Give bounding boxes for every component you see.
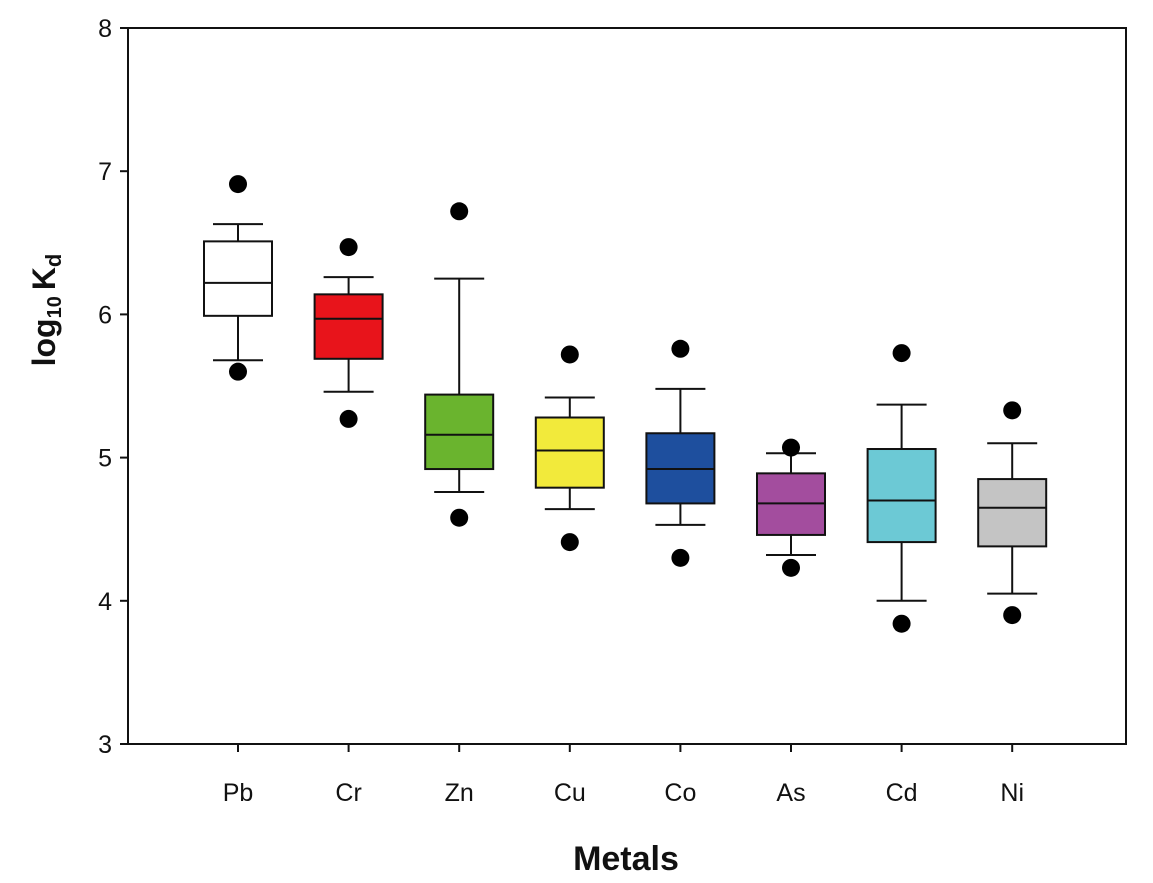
outlier-point xyxy=(671,548,690,567)
outlier-point xyxy=(892,344,911,363)
y-axis-title-log: log xyxy=(26,318,62,366)
x-tick-label: Co xyxy=(664,779,696,807)
y-axis-title-10: 10 xyxy=(44,296,66,318)
y-axis-title-k: K xyxy=(26,267,62,290)
iqr-box xyxy=(866,448,937,544)
y-tick-label: 4 xyxy=(98,588,112,616)
iqr-box xyxy=(424,393,495,471)
y-axis: 3 4 5 6 7 8 xyxy=(98,15,128,759)
iqr-box xyxy=(313,293,384,360)
outlier-point xyxy=(339,238,358,257)
outlier-point xyxy=(450,508,469,527)
outlier-point xyxy=(892,614,911,633)
box-cd xyxy=(866,344,937,633)
x-axis: Pb Cr Zn Cu Co As Cd Ni xyxy=(223,744,1024,807)
iqr-box xyxy=(203,240,273,317)
box-cr xyxy=(313,238,384,428)
x-tick-label: Cu xyxy=(554,779,586,807)
outlier-point xyxy=(782,558,800,577)
iqr-box xyxy=(977,478,1048,548)
outlier-point xyxy=(560,533,579,552)
y-tick-label: 5 xyxy=(98,445,112,473)
outlier-point xyxy=(450,202,469,221)
box-ni xyxy=(977,401,1048,625)
x-tick-label: Pb xyxy=(223,779,254,807)
y-tick-label: 3 xyxy=(98,731,112,759)
outlier-point xyxy=(1003,401,1022,420)
y-tick-label: 7 xyxy=(98,158,112,186)
x-axis-title: Metals xyxy=(573,840,679,878)
box-pb xyxy=(203,175,273,381)
outlier-point xyxy=(339,409,358,428)
box-co xyxy=(645,339,716,567)
x-tick-label: Cd xyxy=(886,779,918,807)
box-zn xyxy=(424,202,495,527)
x-tick-label: Zn xyxy=(445,779,474,807)
outlier-point xyxy=(229,362,247,381)
y-axis-title-d: d xyxy=(41,254,66,267)
plot-area-frame xyxy=(127,27,1127,745)
x-tick-label: Cr xyxy=(335,779,361,807)
box-as xyxy=(756,438,826,577)
x-tick-label: As xyxy=(776,779,805,807)
outlier-point xyxy=(782,438,800,457)
iqr-box xyxy=(534,416,605,489)
box-series xyxy=(203,175,1048,633)
y-axis-title: log10 Kd xyxy=(26,254,66,367)
outlier-point xyxy=(229,175,247,194)
outlier-point xyxy=(1003,606,1022,625)
y-tick-label: 6 xyxy=(98,301,112,329)
outlier-point xyxy=(560,345,579,364)
y-tick-label: 8 xyxy=(98,15,112,43)
outlier-point xyxy=(671,339,690,358)
box-cu xyxy=(534,345,605,552)
x-tick-label: Ni xyxy=(1000,779,1024,807)
